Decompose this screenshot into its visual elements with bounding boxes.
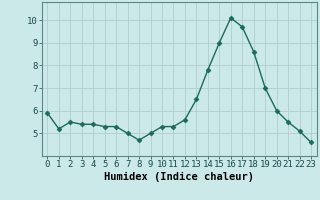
X-axis label: Humidex (Indice chaleur): Humidex (Indice chaleur) (104, 172, 254, 182)
